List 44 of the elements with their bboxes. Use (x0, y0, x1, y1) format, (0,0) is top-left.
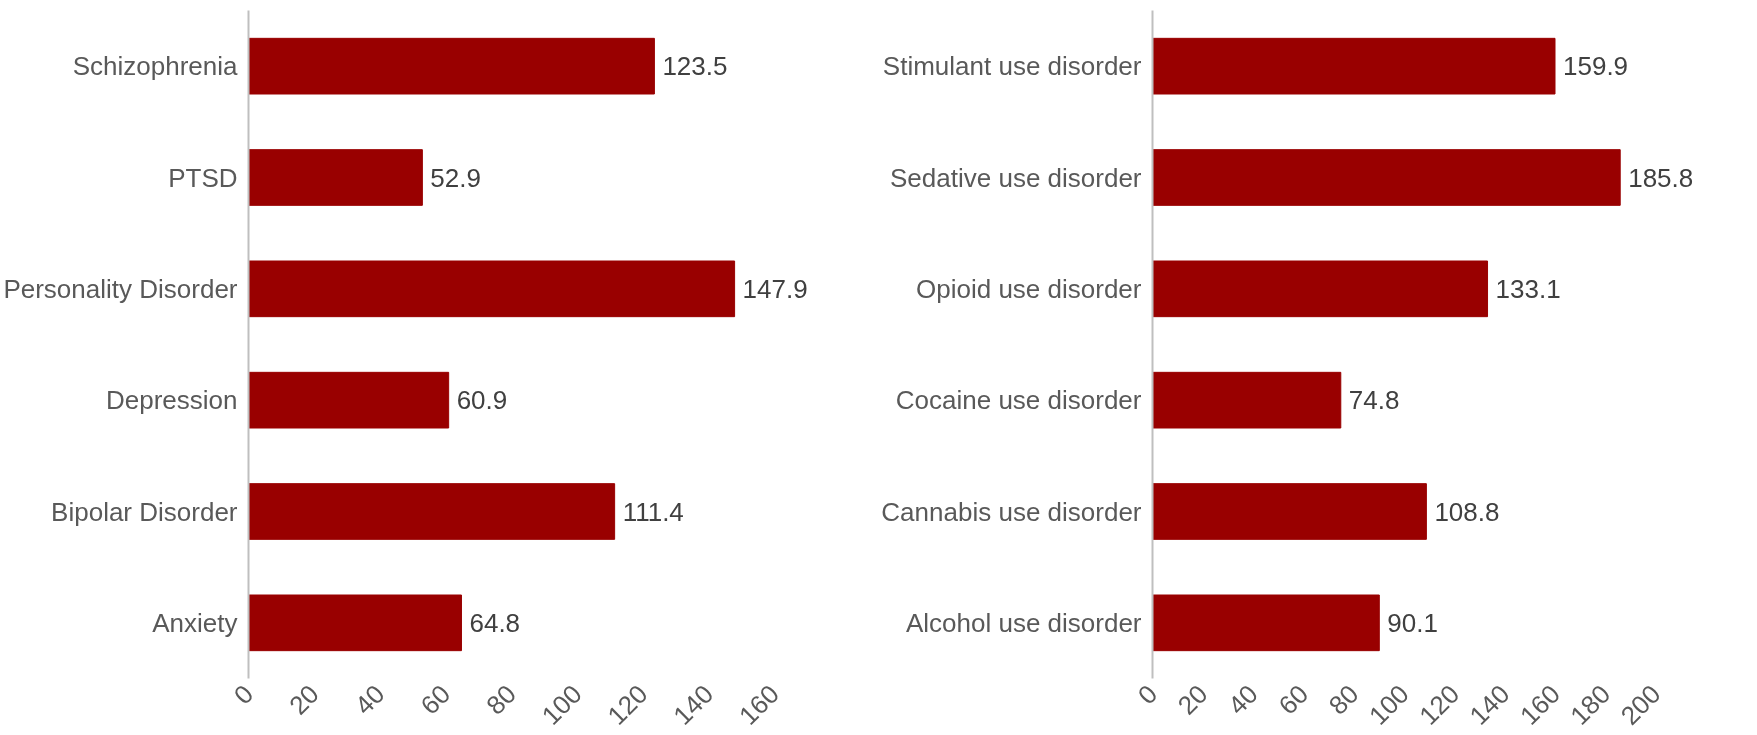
y-tick-label: PTSD (168, 162, 238, 193)
y-tick-label: Schizophrenia (72, 51, 239, 82)
data-label: 74.8 (1348, 385, 1400, 416)
x-tick-label: 0 (227, 678, 260, 711)
x-tick-label: 60 (1272, 678, 1315, 721)
x-tick-label: 160 (1513, 678, 1566, 731)
x-tick-label: 120 (601, 678, 654, 731)
x-tick-label: 40 (348, 678, 391, 721)
y-tick-label: Bipolar Disorder (51, 496, 238, 527)
data-label: 108.8 (1434, 496, 1500, 527)
y-tick-label: Depression (105, 385, 238, 416)
y-tick-label: Alcohol use disorder (905, 607, 1142, 638)
x-tick-label: 20 (1171, 678, 1214, 721)
data-label: 60.9 (456, 385, 508, 416)
data-label: 52.9 (430, 162, 481, 193)
x-tick-label: 80 (480, 678, 523, 721)
y-tick-label: Sedative use disorder (890, 162, 1142, 193)
data-label: 64.8 (469, 607, 521, 638)
x-tick-label: 0 (1131, 678, 1164, 711)
y-tick-label: Personality Disorder (3, 273, 238, 304)
data-label: 90.1 (1387, 607, 1438, 638)
data-label: 111.4 (622, 496, 684, 527)
x-tick-label: 100 (535, 678, 588, 731)
x-tick-label: 120 (1413, 678, 1466, 731)
x-tick-label: 60 (414, 678, 457, 721)
x-tick-label: 180 (1564, 678, 1617, 731)
x-tick-label: 100 (1362, 678, 1415, 731)
data-label: 123.5 (662, 51, 728, 82)
x-tick-label: 20 (283, 678, 325, 721)
x-tick-label: 200 (1614, 678, 1667, 731)
y-tick-label: Stimulant use disorder (882, 51, 1142, 82)
x-tick-label: 140 (1463, 678, 1516, 731)
data-label: 159.9 (1563, 51, 1629, 82)
y-tick-label: Opioid use disorder (916, 273, 1142, 304)
y-tick-label: Cannabis use disorder (881, 496, 1142, 527)
y-tick-label: Anxiety (152, 607, 238, 638)
y-tick-label: Cocaine use disorder (895, 385, 1142, 416)
data-label: 185.8 (1628, 162, 1694, 193)
x-tick-label: 80 (1322, 678, 1365, 721)
x-tick-label: 160 (733, 678, 785, 731)
x-tick-label: 140 (667, 678, 720, 731)
data-label: 133.1 (1495, 273, 1561, 304)
data-label: 147.9 (742, 273, 808, 304)
x-tick-label: 40 (1222, 678, 1264, 721)
